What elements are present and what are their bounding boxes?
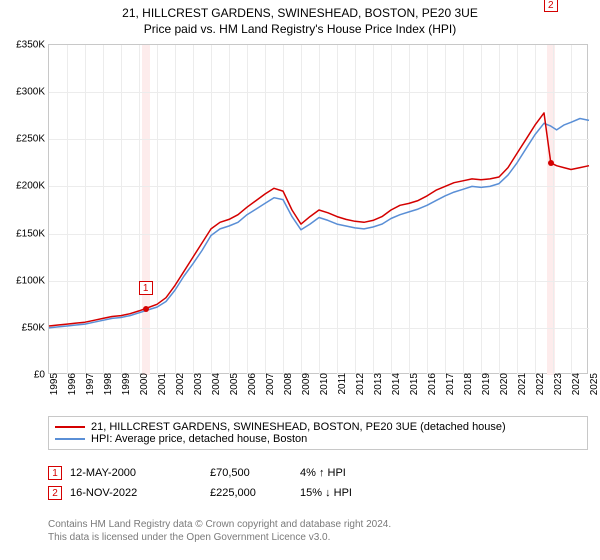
legend-swatch (55, 434, 85, 444)
y-tick-label: £200K (16, 181, 49, 192)
figure-subtitle: Price paid vs. HM Land Registry's House … (0, 20, 600, 36)
x-tick-label: 1997 (81, 373, 96, 395)
x-tick-label: 2025 (585, 373, 600, 395)
x-tick-label: 2022 (531, 373, 546, 395)
legend: 21, HILLCREST GARDENS, SWINESHEAD, BOSTO… (48, 416, 588, 450)
x-tick-label: 2010 (315, 373, 330, 395)
sale-dot (143, 306, 149, 312)
series-hpi (49, 119, 589, 328)
y-tick-label: £350K (16, 40, 49, 51)
x-tick-label: 2002 (171, 373, 186, 395)
sale-dot (548, 160, 554, 166)
x-tick-label: 2019 (477, 373, 492, 395)
callout-date: 16-NOV-2022 (70, 487, 210, 499)
series-svg (49, 45, 589, 375)
copyright-line2: This data is licensed under the Open Gov… (48, 531, 391, 544)
x-tick-label: 2009 (297, 373, 312, 395)
callout-hpi: 4% ↑ HPI (300, 467, 346, 479)
x-tick-label: 2020 (495, 373, 510, 395)
chart-plot-area: £0£50K£100K£150K£200K£250K£300K£350K1995… (48, 44, 588, 374)
x-tick-label: 2004 (207, 373, 222, 395)
legend-item: 21, HILLCREST GARDENS, SWINESHEAD, BOSTO… (55, 421, 581, 433)
figure: 21, HILLCREST GARDENS, SWINESHEAD, BOSTO… (0, 0, 600, 560)
y-tick-label: £250K (16, 134, 49, 145)
series-property (49, 113, 589, 326)
callout-id-box: 1 (48, 466, 62, 480)
callout-row: 2 16-NOV-2022£225,00015% ↓ HPI (48, 486, 588, 500)
x-tick-label: 2008 (279, 373, 294, 395)
x-tick-label: 2021 (513, 373, 528, 395)
legend-item: HPI: Average price, detached house, Bost… (55, 433, 581, 445)
sale-callouts: 1 12-MAY-2000£70,5004% ↑ HPI 2 16-NOV-2022£… (48, 460, 588, 500)
x-tick-label: 2003 (189, 373, 204, 395)
callout-row: 1 12-MAY-2000£70,5004% ↑ HPI (48, 466, 588, 480)
x-tick-label: 2012 (351, 373, 366, 395)
x-tick-label: 2024 (567, 373, 582, 395)
copyright-line1: Contains HM Land Registry data © Crown c… (48, 518, 391, 531)
x-tick-label: 2011 (333, 373, 348, 395)
x-tick-label: 2017 (441, 373, 456, 395)
x-tick-label: 1996 (63, 373, 78, 395)
x-tick-label: 2006 (243, 373, 258, 395)
callout-id-box: 2 (48, 486, 62, 500)
callout-date: 12-MAY-2000 (70, 467, 210, 479)
y-tick-label: £50K (22, 322, 49, 333)
x-tick-label: 1998 (99, 373, 114, 395)
x-tick-label: 2013 (369, 373, 384, 395)
legend-swatch (55, 422, 85, 432)
copyright-text: Contains HM Land Registry data © Crown c… (48, 518, 391, 544)
x-tick-label: 2001 (153, 373, 168, 395)
x-tick-label: 1995 (45, 373, 60, 395)
legend-label: 21, HILLCREST GARDENS, SWINESHEAD, BOSTO… (91, 421, 506, 433)
x-tick-label: 2023 (549, 373, 564, 395)
x-tick-label: 2015 (405, 373, 420, 395)
x-tick-label: 1999 (117, 373, 132, 395)
y-tick-label: £100K (16, 275, 49, 286)
callout-price: £70,500 (210, 467, 300, 479)
figure-title: 21, HILLCREST GARDENS, SWINESHEAD, BOSTO… (0, 0, 600, 20)
x-tick-label: 2005 (225, 373, 240, 395)
y-tick-label: £150K (16, 228, 49, 239)
callout-hpi: 15% ↓ HPI (300, 487, 352, 499)
legend-label: HPI: Average price, detached house, Bost… (91, 433, 307, 445)
x-tick-label: 2000 (135, 373, 150, 395)
x-tick-label: 2018 (459, 373, 474, 395)
y-tick-label: £300K (16, 87, 49, 98)
sale-marker-box: 2 (544, 0, 558, 12)
x-tick-label: 2007 (261, 373, 276, 395)
x-tick-label: 2014 (387, 373, 402, 395)
sale-marker-box: 1 (139, 281, 153, 295)
x-tick-label: 2016 (423, 373, 438, 395)
callout-price: £225,000 (210, 487, 300, 499)
